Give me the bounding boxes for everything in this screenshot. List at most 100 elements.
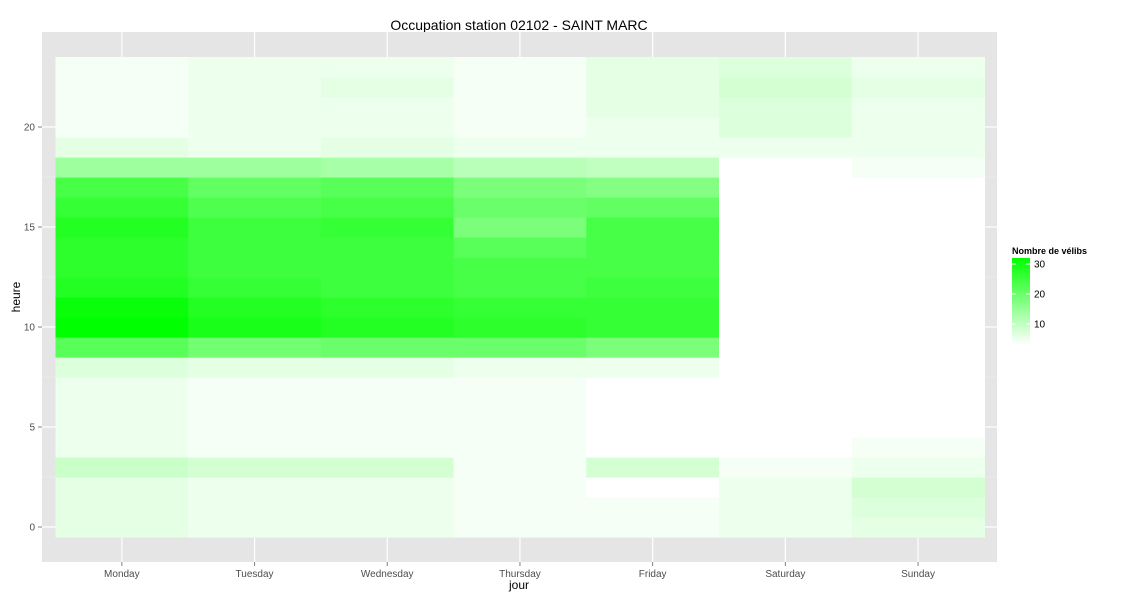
heat-tile-thursday-12 [453,277,587,298]
heat-tile-saturday-17 [719,177,853,198]
x-tick-label-sunday: Sunday [901,569,935,580]
heat-tile-tuesday-11 [188,297,322,318]
heat-tile-sunday-22 [851,77,985,98]
heat-tile-thursday-19 [453,137,587,158]
heat-tile-tuesday-2 [188,477,322,498]
heat-tile-monday-8 [55,357,189,378]
heat-tile-friday-1 [586,497,720,518]
heat-tile-friday-9 [586,337,720,358]
heat-tile-saturday-10 [719,317,853,338]
heat-tile-saturday-2 [719,477,853,498]
heat-tile-saturday-20 [719,117,853,138]
y-axis: 0 5 10 15 20 [24,123,42,534]
heat-tile-friday-17 [586,177,720,198]
heat-tile-saturday-21 [719,97,853,118]
heat-tile-monday-17 [55,177,189,198]
heat-tile-sunday-16 [851,197,985,218]
heat-tile-tuesday-15 [188,217,322,238]
heat-tile-tuesday-16 [188,197,322,218]
heat-tile-thursday-20 [453,117,587,138]
heat-tile-wednesday-8 [320,357,455,378]
heat-tile-saturday-0 [719,517,853,538]
heat-tile-thursday-6 [453,397,587,418]
heat-tile-monday-21 [55,97,189,118]
heat-tile-saturday-4 [719,437,853,458]
heat-tile-wednesday-4 [320,437,455,458]
heat-tile-thursday-18 [453,157,587,178]
y-tick-label: 10 [24,323,36,334]
heat-tile-monday-1 [55,497,189,518]
heat-tile-sunday-7 [851,377,985,398]
x-tick-label-tuesday: Tuesday [236,569,274,580]
heat-tile-wednesday-7 [320,377,455,398]
heat-tile-saturday-22 [719,77,853,98]
heat-tile-tuesday-20 [188,117,322,138]
heat-tile-saturday-19 [719,137,853,158]
heat-tile-saturday-1 [719,497,853,518]
heat-tile-thursday-15 [453,217,587,238]
heat-tile-sunday-1 [851,497,985,518]
heat-tile-monday-5 [55,417,189,438]
heat-tile-saturday-16 [719,197,853,218]
heat-tile-monday-12 [55,277,189,298]
heat-tile-monday-16 [55,197,189,218]
heat-tile-tuesday-0 [188,517,322,538]
heat-tile-tuesday-9 [188,337,322,358]
heat-tile-tuesday-12 [188,277,322,298]
x-tick-label-wednesday: Wednesday [361,569,414,580]
y-tick-label: 5 [29,423,35,434]
heat-tile-sunday-6 [851,397,985,418]
heat-tile-sunday-9 [851,337,985,358]
legend-colorbar [1012,258,1030,345]
heat-tile-monday-14 [55,237,189,258]
heat-tile-wednesday-6 [320,397,455,418]
heat-tile-tuesday-18 [188,157,322,178]
heat-tile-tuesday-8 [188,357,322,378]
heat-tile-monday-15 [55,217,189,238]
heat-tile-wednesday-13 [320,257,455,278]
heat-tile-sunday-20 [851,117,985,138]
heat-tile-thursday-11 [453,297,587,318]
heat-tile-wednesday-9 [320,337,455,358]
heat-tile-sunday-23 [851,57,985,78]
heat-tile-tuesday-10 [188,317,322,338]
heat-tile-thursday-13 [453,257,587,278]
heat-tile-friday-18 [586,157,720,178]
heat-tile-monday-7 [55,377,189,398]
chart-title: Occupation station 02102 - SAINT MARC [390,17,647,33]
y-tick-label: 0 [29,523,35,534]
heat-tile-thursday-2 [453,477,587,498]
heat-tile-tuesday-23 [188,57,322,78]
heat-tile-saturday-18 [719,157,853,178]
heat-tile-friday-15 [586,217,720,238]
heat-tile-saturday-15 [719,217,853,238]
heat-tile-tuesday-13 [188,257,322,278]
heat-tile-monday-9 [55,337,189,358]
heat-tile-wednesday-0 [320,517,455,538]
heat-tile-monday-18 [55,157,189,178]
y-tick-label: 20 [24,123,36,134]
heat-tile-thursday-17 [453,177,587,198]
heat-tile-thursday-10 [453,317,587,338]
x-axis-title: jour [508,578,529,592]
heat-tile-tuesday-14 [188,237,322,258]
heat-tile-tuesday-5 [188,417,322,438]
heat-tile-wednesday-10 [320,317,455,338]
heat-tile-tuesday-19 [188,137,322,158]
heat-tile-wednesday-16 [320,197,455,218]
heat-tile-wednesday-17 [320,177,455,198]
heat-tile-monday-6 [55,397,189,418]
heat-tile-monday-20 [55,117,189,138]
heat-tile-saturday-6 [719,397,853,418]
heat-tile-thursday-22 [453,77,587,98]
y-axis-title: heure [9,281,23,312]
heat-tile-thursday-7 [453,377,587,398]
heat-tile-sunday-14 [851,237,985,258]
heat-tile-friday-7 [586,377,720,398]
heat-tile-wednesday-15 [320,217,455,238]
x-axis: Monday Tuesday Wednesday Thursday Friday Satu… [104,562,935,580]
heat-tile-saturday-13 [719,257,853,278]
heat-tile-saturday-7 [719,377,853,398]
heat-tile-tuesday-1 [188,497,322,518]
